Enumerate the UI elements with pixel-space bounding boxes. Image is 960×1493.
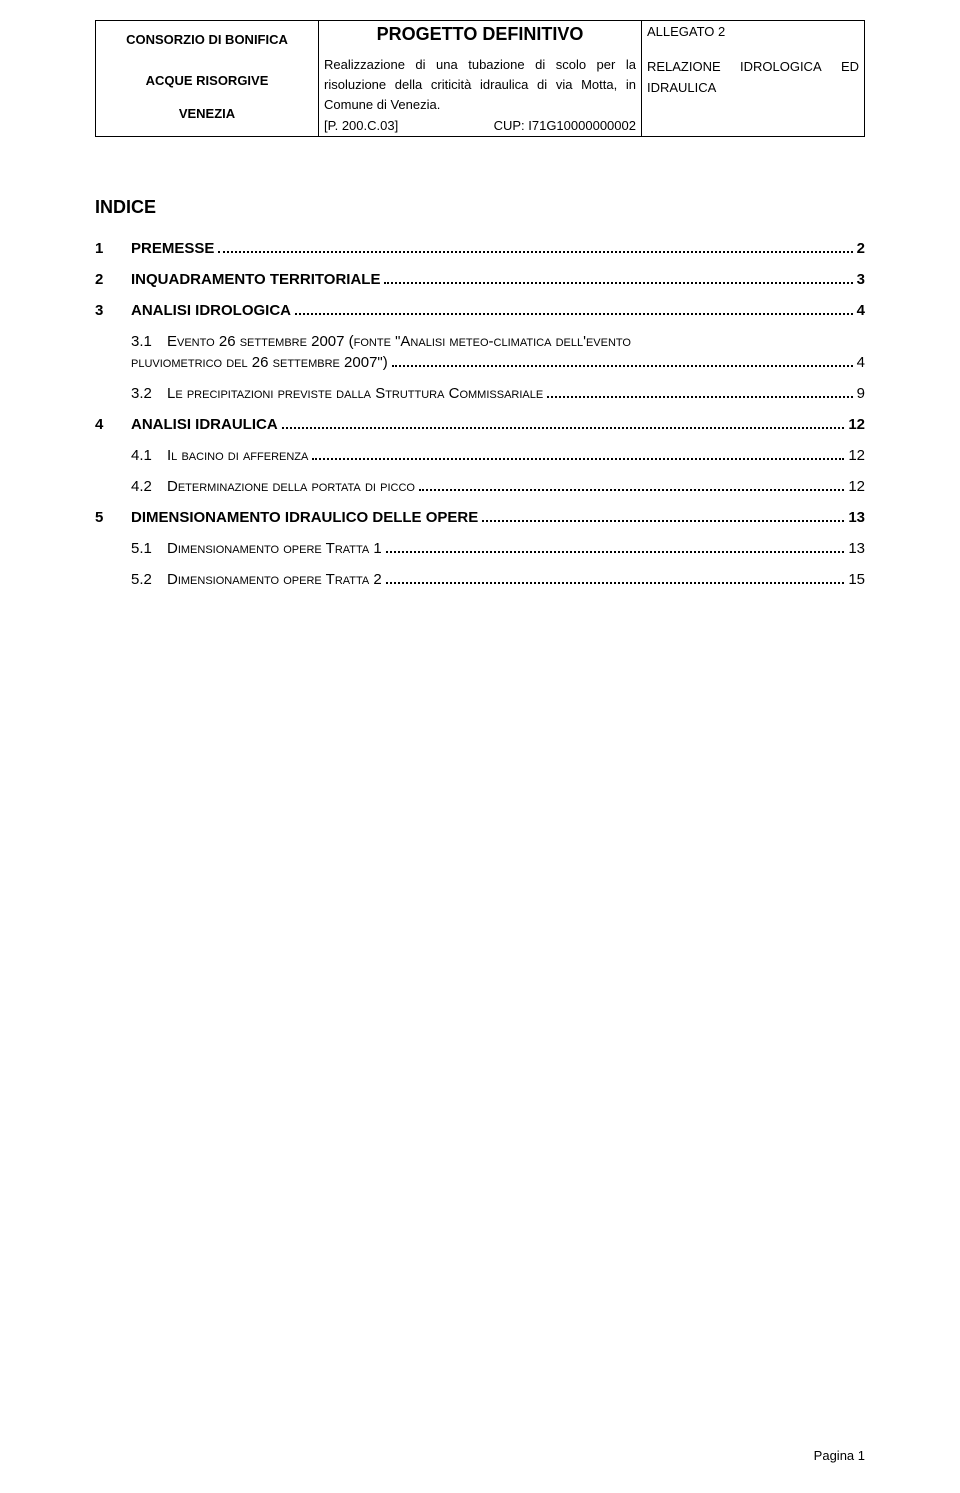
toc-dots xyxy=(547,396,852,398)
toc-num: 5.2 xyxy=(131,571,167,588)
toc-text: INQUADRAMENTO TERRITORIALE xyxy=(131,271,382,288)
toc-page: 4 xyxy=(855,354,865,371)
toc-dots xyxy=(419,489,844,491)
toc-num: 4 xyxy=(95,416,131,433)
toc-entry: 3ANALISI IDROLOGICA 4 xyxy=(95,302,865,319)
toc-num: 2 xyxy=(95,271,131,288)
page-footer: Pagina 1 xyxy=(814,1448,865,1463)
project-ref-left: [P. 200.C.03] xyxy=(324,118,398,133)
toc-text: ANALISI IDRAULICA xyxy=(131,416,280,433)
toc-num: 4.1 xyxy=(131,447,167,464)
toc-subentry: 5.2Dimensionamento opere Tratta 2 15 xyxy=(95,571,865,588)
toc-num: 1 xyxy=(95,240,131,257)
indice-heading: INDICE xyxy=(95,197,865,218)
toc-entry: 1PREMESSE 2 xyxy=(95,240,865,257)
toc-text: ANALISI IDROLOGICA xyxy=(131,302,293,319)
header-mid-cell: PROGETTO DEFINITIVO Realizzazione di una… xyxy=(319,21,642,137)
table-of-contents: 1PREMESSE22INQUADRAMENTO TERRITORIALE33A… xyxy=(95,240,865,588)
toc-page: 15 xyxy=(846,571,865,588)
relation-word-a: RELAZIONE xyxy=(647,57,721,78)
toc-num: 5 xyxy=(95,509,131,526)
toc-page: 2 xyxy=(855,240,865,257)
toc-text: Il bacino di afferenza xyxy=(167,447,310,464)
toc-num: 3.2 xyxy=(131,385,167,402)
toc-subentry: 5.1Dimensionamento opere Tratta 1 13 xyxy=(95,540,865,557)
toc-page: 12 xyxy=(846,447,865,464)
toc-page: 12 xyxy=(846,478,865,495)
toc-text: pluviometrico del 26 settembre 2007") xyxy=(131,354,390,371)
project-reference-row: [P. 200.C.03] CUP: I71G10000000002 xyxy=(324,118,636,133)
toc-dots xyxy=(282,427,845,429)
toc-dots xyxy=(392,365,853,367)
toc-text: Le precipitazioni previste dalla Struttu… xyxy=(167,385,545,402)
project-ref-right: CUP: I71G10000000002 xyxy=(494,118,636,133)
relation-block: RELAZIONE IDROLOGICA ED IDRAULICA xyxy=(647,57,859,99)
toc-page: 9 xyxy=(855,385,865,402)
toc-dots xyxy=(218,251,852,253)
allegato-label: ALLEGATO 2 xyxy=(647,24,859,39)
toc-num: 3 xyxy=(95,302,131,319)
toc-entry: 2INQUADRAMENTO TERRITORIALE 3 xyxy=(95,271,865,288)
toc-dots xyxy=(386,551,845,553)
toc-text: PREMESSE xyxy=(131,240,216,257)
org-line-2: ACQUE RISORGIVE xyxy=(101,73,313,88)
toc-subentry: 3.2Le precipitazioni previste dalla Stru… xyxy=(95,385,865,402)
relation-word-b: IDROLOGICA xyxy=(740,57,822,78)
toc-dots xyxy=(295,313,853,315)
document-header: CONSORZIO DI BONIFICA ACQUE RISORGIVE VE… xyxy=(95,20,865,137)
toc-page: 12 xyxy=(846,416,865,433)
toc-dots xyxy=(312,458,844,460)
org-line-3: VENEZIA xyxy=(101,106,313,121)
toc-num: 4.2 xyxy=(131,478,167,495)
toc-text: Dimensionamento opere Tratta 2 xyxy=(167,571,384,588)
toc-subentry: 4.1Il bacino di afferenza 12 xyxy=(95,447,865,464)
toc-dots xyxy=(384,282,852,284)
header-right-cell: ALLEGATO 2 RELAZIONE IDROLOGICA ED IDRAU… xyxy=(641,21,864,137)
toc-num: 3.1 xyxy=(131,333,167,350)
project-title: PROGETTO DEFINITIVO xyxy=(324,24,636,45)
toc-page: 3 xyxy=(855,271,865,288)
toc-text: Dimensionamento opere Tratta 1 xyxy=(167,540,384,557)
toc-page: 4 xyxy=(855,302,865,319)
header-left-cell: CONSORZIO DI BONIFICA ACQUE RISORGIVE VE… xyxy=(96,21,319,137)
toc-text: Evento 26 settembre 2007 (fonte "Analisi… xyxy=(167,333,865,350)
toc-subentry: 4.2Determinazione della portata di picco… xyxy=(95,478,865,495)
org-line-1: CONSORZIO DI BONIFICA xyxy=(101,32,313,47)
toc-page: 13 xyxy=(846,540,865,557)
toc-text: Determinazione della portata di picco xyxy=(167,478,417,495)
toc-page: 13 xyxy=(846,509,865,526)
relation-word-c: ED xyxy=(841,57,859,78)
toc-subentry: 3.1Evento 26 settembre 2007 (fonte "Anal… xyxy=(95,333,865,371)
toc-text: DIMENSIONAMENTO IDRAULICO DELLE OPERE xyxy=(131,509,480,526)
relation-word-d: IDRAULICA xyxy=(647,78,859,99)
project-description: Realizzazione di una tubazione di scolo … xyxy=(324,55,636,115)
toc-dots xyxy=(386,582,845,584)
toc-entry: 4ANALISI IDRAULICA 12 xyxy=(95,416,865,433)
toc-num: 5.1 xyxy=(131,540,167,557)
toc-entry: 5DIMENSIONAMENTO IDRAULICO DELLE OPERE 13 xyxy=(95,509,865,526)
toc-dots xyxy=(482,520,844,522)
